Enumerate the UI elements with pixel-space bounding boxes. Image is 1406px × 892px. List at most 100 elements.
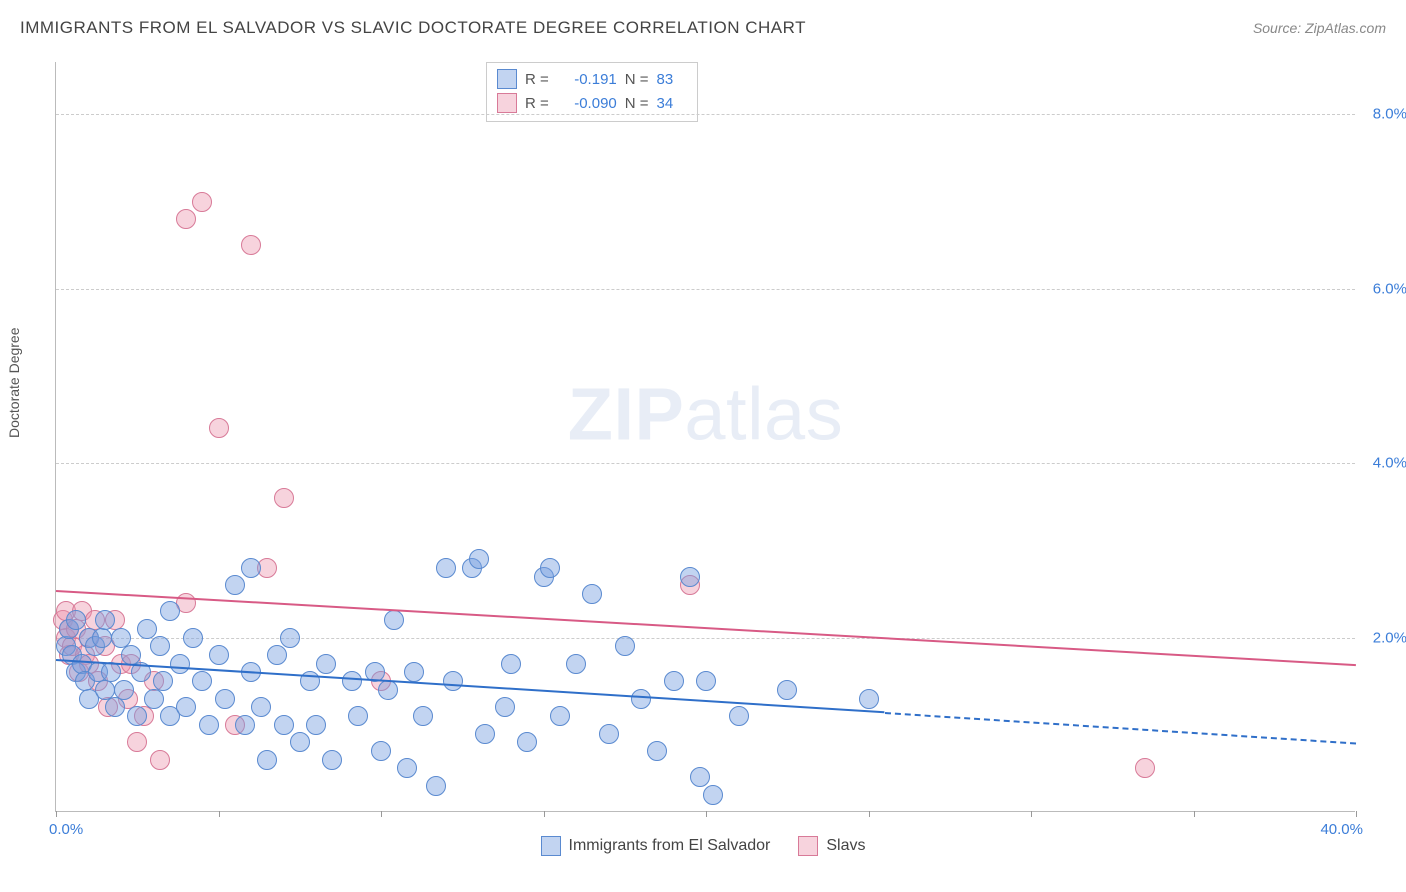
y-tick-label: 6.0%: [1373, 280, 1406, 297]
data-point-elsalvador: [92, 628, 112, 648]
data-point-elsalvador: [696, 671, 716, 691]
data-point-elsalvador: [114, 680, 134, 700]
data-point-elsalvador: [225, 575, 245, 595]
data-point-slavs: [1135, 758, 1155, 778]
x-tick: [1356, 811, 1357, 817]
n-value-series2: 34: [657, 95, 687, 112]
r-value-series2: -0.090: [557, 95, 617, 112]
gridline: [56, 114, 1355, 115]
data-point-elsalvador: [443, 671, 463, 691]
data-point-elsalvador: [501, 654, 521, 674]
bottom-legend-item-1: Immigrants from El Salvador: [541, 836, 771, 856]
data-point-slavs: [241, 235, 261, 255]
data-point-elsalvador: [280, 628, 300, 648]
data-point-elsalvador: [540, 558, 560, 578]
x-tick: [1194, 811, 1195, 817]
data-point-elsalvador: [378, 680, 398, 700]
scatter-chart: ZIPatlas R = -0.191 N = 83 R = -0.090 N …: [55, 62, 1355, 812]
legend-stats-box: R = -0.191 N = 83 R = -0.090 N = 34: [486, 62, 698, 122]
data-point-elsalvador: [729, 706, 749, 726]
data-point-elsalvador: [647, 741, 667, 761]
trend-line-dashed: [885, 712, 1356, 745]
data-point-elsalvador: [397, 758, 417, 778]
data-point-elsalvador: [306, 715, 326, 735]
y-tick-label: 8.0%: [1373, 106, 1406, 123]
n-value-series1: 83: [657, 71, 687, 88]
legend-row-series1: R = -0.191 N = 83: [497, 67, 687, 91]
data-point-elsalvador: [241, 558, 261, 578]
data-point-elsalvador: [615, 636, 635, 656]
x-tick: [544, 811, 545, 817]
data-point-elsalvador: [384, 610, 404, 630]
y-axis-label: Doctorate Degree: [6, 327, 22, 438]
y-tick-label: 2.0%: [1373, 629, 1406, 646]
legend-label-2: Slavs: [826, 837, 865, 855]
data-point-elsalvador: [404, 662, 424, 682]
legend-swatch-blue: [541, 836, 561, 856]
data-point-elsalvador: [251, 697, 271, 717]
plot-region: ZIPatlas R = -0.191 N = 83 R = -0.090 N …: [55, 62, 1355, 812]
n-label: N =: [625, 95, 649, 112]
data-point-elsalvador: [150, 636, 170, 656]
data-point-elsalvador: [235, 715, 255, 735]
data-point-elsalvador: [105, 697, 125, 717]
legend-row-series2: R = -0.090 N = 34: [497, 91, 687, 115]
trend-line: [56, 590, 1356, 666]
data-point-elsalvador: [582, 584, 602, 604]
data-point-elsalvador: [290, 732, 310, 752]
data-point-elsalvador: [436, 558, 456, 578]
bottom-legend: Immigrants from El Salvador Slavs: [0, 836, 1406, 856]
data-point-elsalvador: [183, 628, 203, 648]
data-point-elsalvador: [209, 645, 229, 665]
y-tick-label: 4.0%: [1373, 455, 1406, 472]
r-label: R =: [525, 71, 549, 88]
data-point-elsalvador: [267, 645, 287, 665]
data-point-elsalvador: [550, 706, 570, 726]
data-point-elsalvador: [680, 567, 700, 587]
data-point-elsalvador: [137, 619, 157, 639]
data-point-elsalvador: [127, 706, 147, 726]
data-point-elsalvador: [66, 610, 86, 630]
x-tick: [381, 811, 382, 817]
data-point-elsalvador: [777, 680, 797, 700]
data-point-elsalvador: [664, 671, 684, 691]
data-point-elsalvador: [371, 741, 391, 761]
source-attribution: Source: ZipAtlas.com: [1253, 20, 1386, 36]
data-point-elsalvador: [322, 750, 342, 770]
data-point-elsalvador: [348, 706, 368, 726]
data-point-elsalvador: [342, 671, 362, 691]
data-point-elsalvador: [859, 689, 879, 709]
data-point-slavs: [150, 750, 170, 770]
data-point-elsalvador: [95, 610, 115, 630]
data-point-elsalvador: [469, 549, 489, 569]
data-point-elsalvador: [101, 662, 121, 682]
x-tick: [706, 811, 707, 817]
data-point-elsalvador: [631, 689, 651, 709]
data-point-elsalvador: [215, 689, 235, 709]
bottom-legend-item-2: Slavs: [798, 836, 865, 856]
gridline: [56, 289, 1355, 290]
data-point-slavs: [192, 192, 212, 212]
data-point-elsalvador: [426, 776, 446, 796]
data-point-slavs: [127, 732, 147, 752]
data-point-slavs: [209, 418, 229, 438]
data-point-elsalvador: [153, 671, 173, 691]
data-point-elsalvador: [690, 767, 710, 787]
x-tick: [1031, 811, 1032, 817]
data-point-elsalvador: [176, 697, 196, 717]
data-point-elsalvador: [199, 715, 219, 735]
data-point-elsalvador: [475, 724, 495, 744]
chart-title: IMMIGRANTS FROM EL SALVADOR VS SLAVIC DO…: [20, 18, 806, 38]
data-point-elsalvador: [703, 785, 723, 805]
data-point-elsalvador: [144, 689, 164, 709]
x-tick: [56, 811, 57, 817]
x-tick: [869, 811, 870, 817]
data-point-elsalvador: [517, 732, 537, 752]
legend-label-1: Immigrants from El Salvador: [569, 837, 771, 855]
data-point-elsalvador: [170, 654, 190, 674]
r-value-series1: -0.191: [557, 71, 617, 88]
data-point-slavs: [274, 488, 294, 508]
watermark: ZIPatlas: [568, 372, 843, 457]
data-point-elsalvador: [257, 750, 277, 770]
data-point-elsalvador: [192, 671, 212, 691]
